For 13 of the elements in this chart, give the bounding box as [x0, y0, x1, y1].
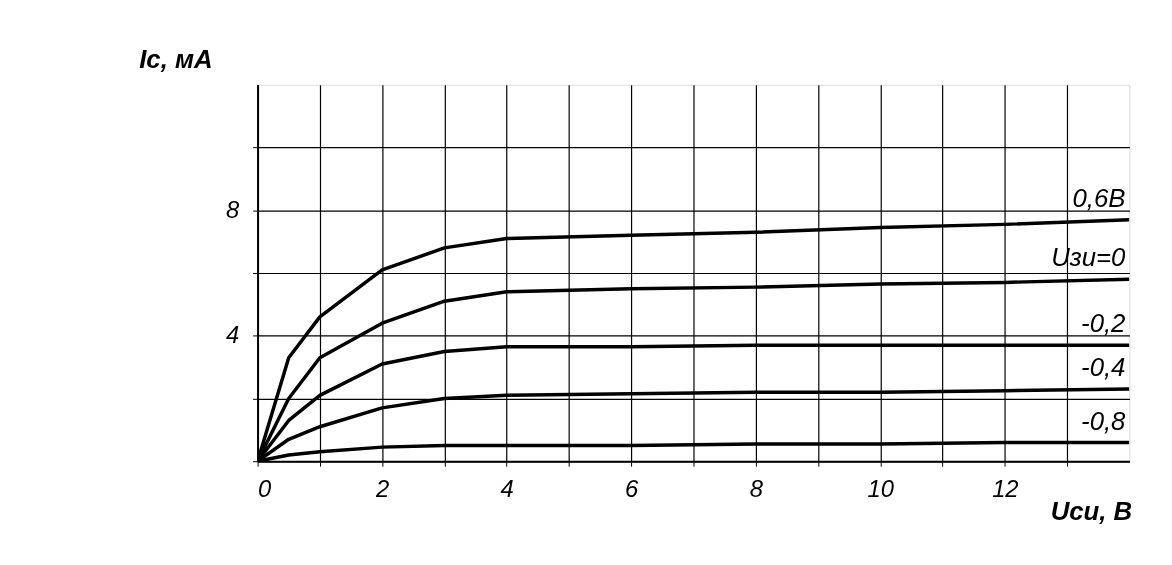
x-tick-label: 2	[375, 475, 390, 503]
x-tick-label: 12	[992, 475, 1019, 503]
x-tick-label: 8	[749, 475, 764, 503]
x-axis-title: Uси, В	[1050, 497, 1133, 526]
x-tick-label: 0	[258, 475, 273, 503]
x-tick-label: 6	[625, 475, 640, 503]
series-label: -0,8	[1081, 406, 1127, 435]
series-label: -0,4	[1081, 353, 1126, 382]
x-tick-label: 10	[867, 475, 895, 503]
series-label: 0,6В	[1072, 183, 1126, 212]
series-label: -0,2	[1081, 309, 1126, 338]
x-tick-label: 4	[500, 475, 514, 503]
y-axis-title: Iс, мА	[139, 45, 213, 74]
